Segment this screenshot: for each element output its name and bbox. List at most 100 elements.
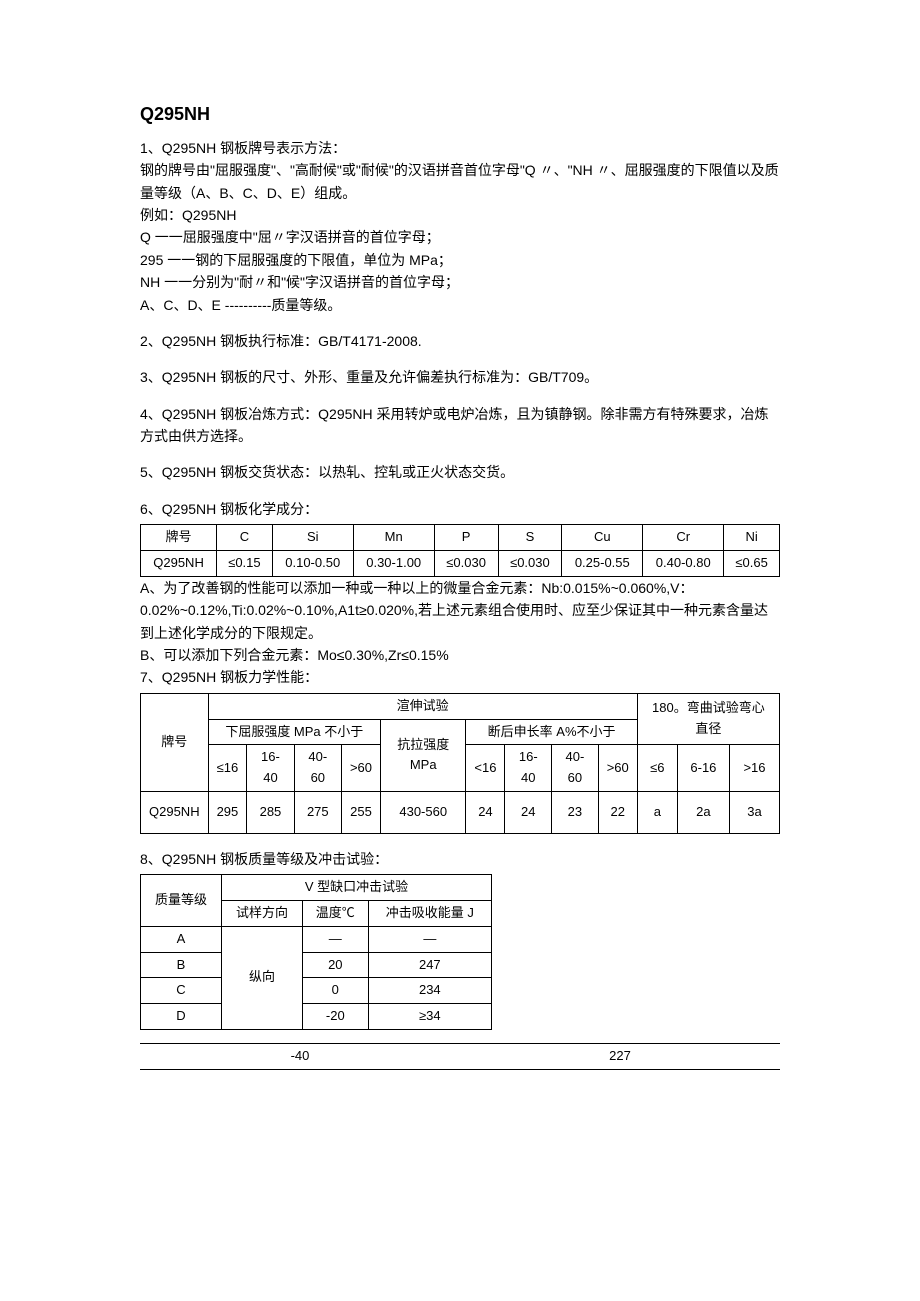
section-5: 5、Q295NH 钢板交货状态：以热轧、控轧或正火状态交货。: [140, 461, 780, 483]
impact-gA: A: [141, 926, 222, 952]
chem-d4: ≤0.030: [434, 551, 498, 577]
footer-left: -40: [140, 1044, 460, 1069]
mech-strength-h: 抗拉强度 MPa: [381, 719, 466, 791]
mech-bend-h: 180。弯曲试验弯心直径: [637, 693, 779, 745]
chem-h5: S: [498, 525, 562, 551]
mech-table: 牌号 渲伸试验 180。弯曲试验弯心直径 下屈服强度 MPa 不小于 抗拉强度 …: [140, 693, 780, 834]
impact-dir: 纵向: [221, 926, 302, 1029]
impact-dir-h: 试样方向: [221, 900, 302, 926]
section-4: 4、Q295NH 钢板冶炼方式：Q295NH 采用转炉或电炉冶炼，且为镇静钢。除…: [140, 403, 780, 448]
impact-rowA: A 纵向 — —: [141, 926, 492, 952]
chem-d6: 0.25-0.55: [562, 551, 643, 577]
mech-sv: 430-560: [381, 792, 466, 834]
section-8: 8、Q295NH 钢板质量等级及冲击试验： 质量等级 V 型缺口冲击试验 试样方…: [140, 848, 780, 1030]
impact-eB: 247: [368, 952, 491, 978]
impact-rowB: B 20 247: [141, 952, 492, 978]
impact-eA: —: [368, 926, 491, 952]
chem-h0: 牌号: [141, 525, 217, 551]
chem-h7: Cr: [643, 525, 724, 551]
mech-yv0: 295: [208, 792, 247, 834]
impact-tC: 0: [302, 978, 368, 1004]
mech-y2: 40-60: [294, 745, 341, 792]
mech-e0: <16: [466, 745, 505, 792]
impact-eD: ≥34: [368, 1004, 491, 1030]
chem-data-row: Q295NH ≤0.15 0.10-0.50 0.30-1.00 ≤0.030 …: [141, 551, 780, 577]
chem-h4: P: [434, 525, 498, 551]
mech-elong-h: 断后申长率 A%不小于: [466, 719, 637, 745]
chem-d1: ≤0.15: [217, 551, 273, 577]
section1-p1: 钢的牌号由"屈服强度"、"高耐候"或"耐候"的汉语拼音首位字母"Q 〃、"NH …: [140, 159, 780, 204]
chem-h6: Cu: [562, 525, 643, 551]
impact-tB: 20: [302, 952, 368, 978]
mech-row1: 牌号 渲伸试验 180。弯曲试验弯心直径: [141, 693, 780, 719]
mech-yield-h: 下屈服强度 MPa 不小于: [208, 719, 380, 745]
mech-b0: ≤6: [637, 745, 677, 792]
mech-bv2: 3a: [729, 792, 779, 834]
section1-p6: A、C、D、E ----------质量等级。: [140, 294, 780, 316]
section1-p4: 295 一一钢的下屈服强度的下限值，单位为 MPa；: [140, 249, 780, 271]
section1-p2: 例如：Q295NH: [140, 204, 780, 226]
impact-table: 质量等级 V 型缺口冲击试验 试样方向 温度℃ 冲击吸收能量 J A 纵向 — …: [140, 874, 492, 1030]
section-2: 2、Q295NH 钢板执行标准：GB/T4171-2008.: [140, 330, 780, 352]
impact-rowD: D -20 ≥34: [141, 1004, 492, 1030]
impact-gB: B: [141, 952, 222, 978]
mech-tensile-h: 渲伸试验: [208, 693, 637, 719]
footer-row: -40 227: [140, 1043, 780, 1070]
mech-e3: >60: [598, 745, 637, 792]
mech-b1: 6-16: [677, 745, 729, 792]
section6-noteB: B、可以添加下列合金元素：Mo≤0.30%,Zr≤0.15%: [140, 644, 780, 666]
footer-right: 227: [460, 1044, 780, 1069]
impact-rowC: C 0 234: [141, 978, 492, 1004]
chem-h3: Mn: [353, 525, 434, 551]
mech-ev2: 23: [552, 792, 599, 834]
mech-yv3: 255: [341, 792, 380, 834]
mech-ev0: 24: [466, 792, 505, 834]
mech-ev1: 24: [505, 792, 552, 834]
section1-p3: Q 一一屈服强度中"屈〃字汉语拼音的首位字母；: [140, 226, 780, 248]
mech-e1: 16-40: [505, 745, 552, 792]
mech-data-row: Q295NH 295 285 275 255 430-560 24 24 23 …: [141, 792, 780, 834]
chem-h8: Ni: [724, 525, 780, 551]
section-6: 6、Q295NH 钢板化学成分： 牌号 C Si Mn P S Cu Cr Ni…: [140, 498, 780, 667]
chem-d0: Q295NH: [141, 551, 217, 577]
impact-test-h: V 型缺口冲击试验: [221, 875, 491, 901]
chem-h1: C: [217, 525, 273, 551]
mech-b2: >16: [729, 745, 779, 792]
impact-temp-h: 温度℃: [302, 900, 368, 926]
chem-header-row: 牌号 C Si Mn P S Cu Cr Ni: [141, 525, 780, 551]
section-1: 1、Q295NH 钢板牌号表示方法： 钢的牌号由"屈服强度"、"高耐候"或"耐候…: [140, 137, 780, 316]
impact-gC: C: [141, 978, 222, 1004]
section1-heading: 1、Q295NH 钢板牌号表示方法：: [140, 137, 780, 159]
chem-d3: 0.30-1.00: [353, 551, 434, 577]
impact-tD: -20: [302, 1004, 368, 1030]
impact-energy-h: 冲击吸收能量 J: [368, 900, 491, 926]
section1-p5: NH 一一分别为"耐〃和"候"字汉语拼音的首位字母；: [140, 271, 780, 293]
mech-yv1: 285: [247, 792, 294, 834]
chem-h2: Si: [272, 525, 353, 551]
mech-y3: >60: [341, 745, 380, 792]
impact-row1: 质量等级 V 型缺口冲击试验: [141, 875, 492, 901]
section8-heading: 8、Q295NH 钢板质量等级及冲击试验：: [140, 848, 780, 870]
page-title: Q295NH: [140, 100, 780, 129]
chem-table: 牌号 C Si Mn P S Cu Cr Ni Q295NH ≤0.15 0.1…: [140, 524, 780, 577]
mech-e2: 40-60: [552, 745, 599, 792]
mech-grade: Q295NH: [141, 792, 209, 834]
mech-bv0: a: [637, 792, 677, 834]
impact-gD: D: [141, 1004, 222, 1030]
impact-tA: —: [302, 926, 368, 952]
section6-noteA2: 0.02%~0.12%,Ti:0.02%~0.10%,A1t≥0.020%,若上…: [140, 599, 780, 644]
mech-ev3: 22: [598, 792, 637, 834]
chem-d8: ≤0.65: [724, 551, 780, 577]
chem-d5: ≤0.030: [498, 551, 562, 577]
section-3: 3、Q295NH 钢板的尺寸、外形、重量及允许偏差执行标准为：GB/T709。: [140, 366, 780, 388]
impact-grade-h: 质量等级: [141, 875, 222, 927]
section6-heading: 6、Q295NH 钢板化学成分：: [140, 498, 780, 520]
impact-eC: 234: [368, 978, 491, 1004]
mech-grade-h: 牌号: [141, 693, 209, 791]
mech-y0: ≤16: [208, 745, 247, 792]
section6-noteA: A、为了改善钢的性能可以添加一种或一种以上的微量合金元素：Nb:0.015%~0…: [140, 577, 780, 599]
mech-y1: 16-40: [247, 745, 294, 792]
chem-d2: 0.10-0.50: [272, 551, 353, 577]
mech-bv1: 2a: [677, 792, 729, 834]
chem-d7: 0.40-0.80: [643, 551, 724, 577]
